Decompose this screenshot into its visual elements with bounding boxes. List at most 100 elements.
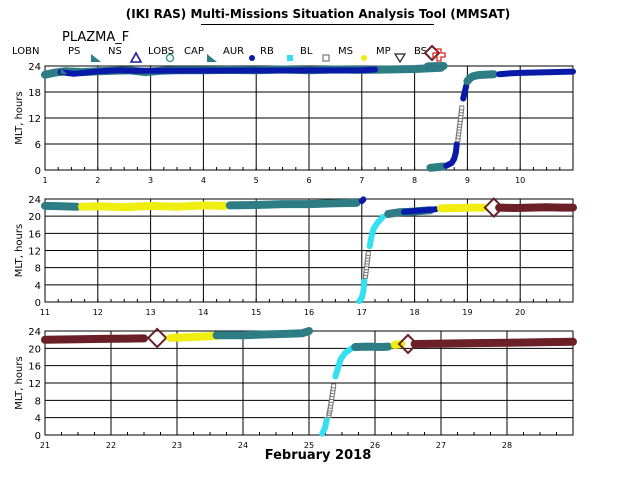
series-aur xyxy=(401,206,439,215)
y-tick-label: 4 xyxy=(35,281,41,292)
legend-label-lobn: LOBN xyxy=(12,46,40,57)
y-tick-label: 4 xyxy=(35,414,41,425)
legend-label-rb: RB xyxy=(260,46,274,57)
y-tick-label: 24 xyxy=(28,195,41,206)
y-tick-label: 16 xyxy=(28,229,41,240)
satellite-name: PLAZMA_F xyxy=(62,30,130,45)
legend-label-aur: AUR xyxy=(223,46,245,57)
series-ps xyxy=(41,201,81,211)
y-tick-label: 12 xyxy=(28,114,41,125)
legend-symbol-rb-icon xyxy=(287,55,293,61)
legend-symbol-ms-icon xyxy=(361,55,367,61)
x-tick-label: 23 xyxy=(172,441,182,450)
cap-marker xyxy=(60,68,68,75)
x-tick-label: 1 xyxy=(42,176,47,185)
series-rb xyxy=(366,214,386,250)
x-tick-label: 8 xyxy=(412,176,417,185)
legend-label-bl: BL xyxy=(300,46,313,57)
x-tick-label: 7 xyxy=(359,176,364,185)
plot-frame xyxy=(44,198,574,303)
legend-symbol-lobs-icon xyxy=(165,53,175,63)
y-tick-label: 12 xyxy=(28,247,41,258)
x-tick-label: 25 xyxy=(304,441,314,450)
series-aur xyxy=(358,196,367,205)
x-tick-label: 19 xyxy=(462,308,472,317)
x-axis-label: February 2018 xyxy=(264,448,372,463)
y-tick-label: 24 xyxy=(28,62,41,73)
legend-symbol-ps-icon xyxy=(91,54,101,62)
x-tick-label: 28 xyxy=(502,441,512,450)
legend-label-ns: NS xyxy=(108,46,122,57)
x-tick-label: 4 xyxy=(201,176,206,185)
series-ms xyxy=(437,203,488,213)
x-tick-label: 9 xyxy=(465,176,470,185)
cap-marker xyxy=(47,70,55,77)
x-tick-label: 5 xyxy=(254,176,259,185)
y-axis-label: MLT, hours xyxy=(14,91,25,144)
y-tick-label: 12 xyxy=(28,379,41,390)
series-sw xyxy=(41,334,148,344)
legend-symbol-bl-icon xyxy=(322,54,330,62)
x-tick-label: 22 xyxy=(106,441,116,450)
x-tick-label: 27 xyxy=(436,441,446,450)
y-tick-label: 0 xyxy=(35,298,41,309)
series-ps xyxy=(463,70,498,86)
series-sw xyxy=(410,337,577,348)
x-tick-label: 14 xyxy=(198,308,208,317)
y-tick-label: 20 xyxy=(28,212,41,223)
y-tick-label: 6 xyxy=(35,140,41,151)
y-tick-label: 24 xyxy=(28,327,41,338)
legend-label-ps: PS xyxy=(68,46,81,57)
x-tick-label: 6 xyxy=(306,176,311,185)
x-tick-label: 21 xyxy=(40,441,50,450)
x-tick-label: 20 xyxy=(515,308,525,317)
title-underline xyxy=(201,24,434,25)
bl-point xyxy=(365,250,371,256)
panel-2: MLT, hours 0 4 8 12 16 20 24 11 12 13 14 15 16 17 18 19 2… xyxy=(14,195,577,317)
y-axis-label: MLT, hours xyxy=(14,224,25,277)
series-rb xyxy=(332,345,355,380)
series-rb xyxy=(319,416,330,437)
x-tick-label: 17 xyxy=(357,308,367,317)
bl-point xyxy=(331,383,337,389)
legend-label-bs: BS xyxy=(414,46,428,57)
x-tick-label: 3 xyxy=(148,176,153,185)
series-ps xyxy=(426,162,448,172)
legend: LOBN PS NS LOBS CAP AUR RB BL MS MP BS xyxy=(0,44,636,64)
series-aur xyxy=(460,82,470,102)
legend-symbol-ns-icon xyxy=(129,51,143,63)
x-tick-label: 12 xyxy=(93,308,103,317)
y-tick-label: 20 xyxy=(28,344,41,355)
series-sw xyxy=(495,203,577,212)
legend-symbol-cap-icon xyxy=(207,54,217,62)
series-ms xyxy=(166,331,221,342)
y-tick-label: 16 xyxy=(28,362,41,373)
x-tick-label: 2 xyxy=(95,176,100,185)
x-tick-label: 26 xyxy=(370,441,380,450)
series-ps xyxy=(225,198,361,210)
series-aur xyxy=(57,66,378,77)
series-ps xyxy=(212,327,313,340)
y-tick-label: 0 xyxy=(35,431,41,442)
legend-label-ms: MS xyxy=(338,46,353,57)
legend-symbol-mp-icon xyxy=(393,53,407,64)
legend-symbol-sc-icon xyxy=(432,48,446,62)
y-axis-label: MLT, hours xyxy=(14,356,25,409)
series-aur xyxy=(496,68,576,78)
x-tick-label: 18 xyxy=(410,308,420,317)
x-tick-label: 13 xyxy=(146,308,156,317)
legend-label-lobs: LOBS xyxy=(148,46,175,57)
x-tick-label: 10 xyxy=(515,176,525,185)
legend-label-cap: CAP xyxy=(184,46,204,57)
legend-symbol-aur-icon xyxy=(249,55,255,61)
y-tick-label: 8 xyxy=(35,396,41,407)
series-rb xyxy=(356,277,368,305)
chart-title: (IKI RAS) Multi-Missions Situation Analy… xyxy=(125,7,511,21)
legend-label-mp: MP xyxy=(376,46,391,57)
y-tick-label: 18 xyxy=(28,88,41,99)
y-tick-label: 0 xyxy=(35,166,41,177)
x-tick-label: 16 xyxy=(304,308,314,317)
x-tick-label: 11 xyxy=(40,308,50,317)
